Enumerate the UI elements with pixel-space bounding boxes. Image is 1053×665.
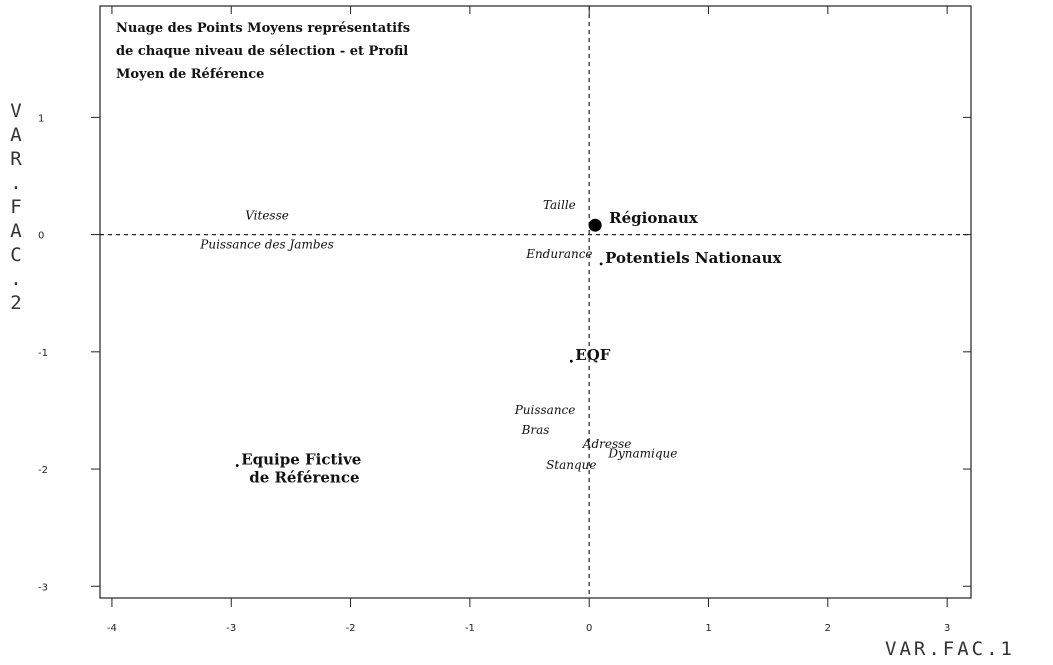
plot-frame [99,5,972,599]
x-tick-label: -3 [226,623,236,634]
y-axis-label-char: C [10,244,22,266]
point-marker [588,218,602,232]
y-tick-label: 0 [38,231,44,242]
x-tick-label: -2 [346,623,356,634]
variable-label: Taille [543,198,576,212]
x-tick-label: -1 [465,623,475,634]
y-axis-label-char: F [10,196,22,218]
title-line-1: Nuage des Points Moyens représentatifs [116,21,411,36]
x-tick-label: 3 [944,623,950,634]
y-axis-label-char: R [10,148,22,170]
y-tick-label: -3 [38,582,48,593]
point-label: Potentiels Nationaux [605,249,782,267]
variable-label: Dynamique [607,446,677,460]
variable-label: Vitesse [245,208,289,222]
x-tick-label: 2 [825,623,831,634]
y-axis-label-char: A [10,220,22,242]
y-axis-label-char: A [10,124,22,146]
y-axis-label-char: V [10,100,22,122]
y-tick-label: 1 [38,113,44,124]
y-tick-label: -2 [38,465,48,476]
point-marker [235,464,239,467]
variable-label: Bras [521,423,550,437]
variable-label: Puissance des Jambes [199,238,334,252]
x-axis-label: VAR.FAC.1 [885,638,1015,660]
point-label: Equipe Fictive [241,451,361,469]
point-label: EQF [575,346,610,364]
x-tick-label: 0 [586,623,592,634]
y-tick-label: -1 [38,348,48,359]
variable-label: Adresse [582,437,632,451]
y-axis-label-char: . [10,268,22,290]
x-tick-label: 1 [705,623,711,634]
x-tick-label: -4 [107,623,117,634]
y-axis-label-char: 2 [10,292,22,314]
point-marker [599,262,603,266]
point-label-line-2: de Référence [249,469,359,487]
variable-label: Stanque [546,458,596,472]
chart-title: Nuage des Points Moyens représentatifs d… [116,17,410,86]
title-line-3: Moyen de Référence [116,67,265,82]
point-marker [569,359,573,363]
variable-label: Endurance [525,247,592,261]
title-line-2: de chaque niveau de sélection - et Profi… [116,44,409,59]
y-axis-label-char: . [10,172,22,194]
variable-label: Puissance [514,403,576,417]
point-label: Régionaux [609,209,699,227]
